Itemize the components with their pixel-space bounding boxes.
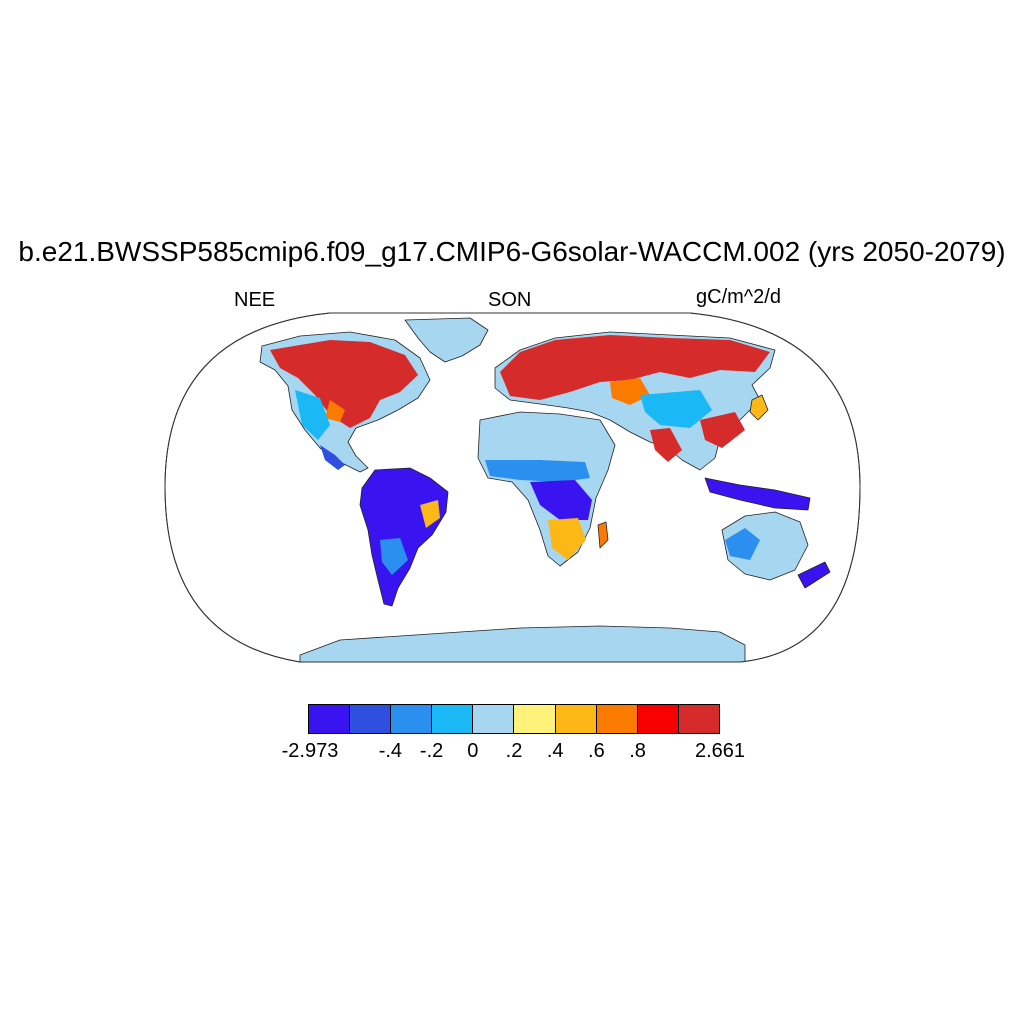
north-america-uptake [295,390,330,440]
greenland [404,317,489,363]
africa-south-release [548,518,586,560]
colorbar-box [637,705,679,733]
colorbar-tick-label: -2.973 [281,740,339,762]
north-america-mid-nee [325,400,345,422]
colorbar-box [309,705,351,733]
colorbar-box [432,705,474,733]
australia-uptake [725,528,760,560]
map-frame-outline [164,312,861,663]
south-america-south-uptake [380,538,408,575]
mexico-uptake [320,445,345,470]
plot-title: b.e21.BWSSP585cmip6.f09_g17.CMIP6-G6sola… [18,236,1006,267]
colorbar-tick-label: -.4 [378,740,403,762]
new-zealand [797,561,831,589]
colorbar [308,704,720,734]
colorbar-box [350,705,392,733]
africa-sahel-uptake [485,460,590,482]
colorbar-box [555,705,597,733]
south-asia-red [650,428,682,462]
south-america [359,467,449,607]
units-label: gC/m^2/d [696,286,781,308]
colorbar-box [596,705,638,733]
colorbar-box [473,705,515,733]
colorbar-box [678,705,719,733]
colorbar-tick-label: -.2 [419,740,444,762]
colorbar-tick-label: .2 [505,740,523,762]
japan [749,394,769,421]
colorbar-box [514,705,556,733]
madagascar [597,521,609,549]
colorbar-tick-label: .4 [546,740,564,762]
colorbar-tick-label: .8 [629,740,646,762]
indonesia [704,477,811,511]
china-red [700,412,745,448]
eurasia-orange [610,378,650,405]
africa-central-uptake [530,480,592,520]
variable-label: NEE [234,289,276,311]
colorbar-box [391,705,433,733]
colorbar-tick-label: .6 [588,740,605,762]
north-america-high-nee [270,340,418,428]
asia-uptake [640,390,712,428]
colorbar-tick-label: 2.661 [694,740,746,762]
season-label: SON [488,289,532,311]
colorbar-tick-label: 0 [467,740,479,762]
eurasia-high-nee [500,335,770,400]
south-america-release [420,500,440,528]
antarctica [299,625,746,662]
